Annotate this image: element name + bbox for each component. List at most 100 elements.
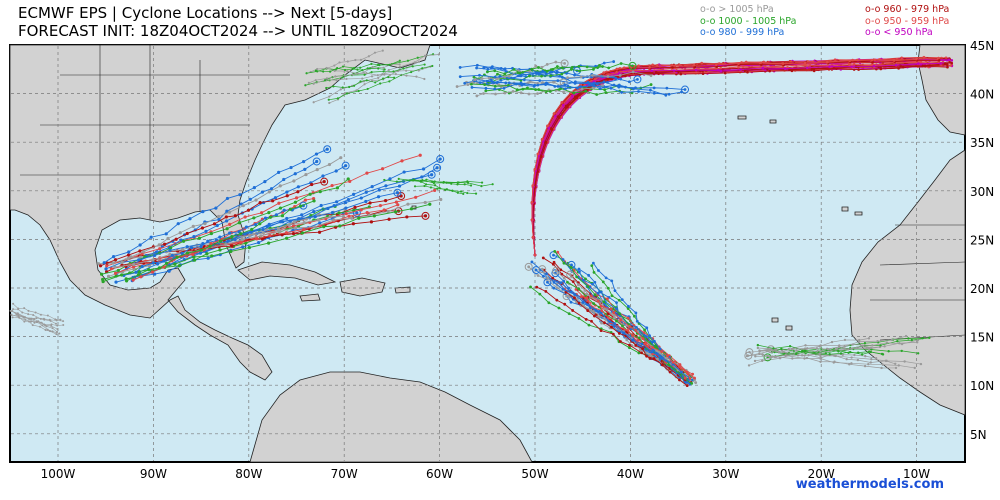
track-point — [413, 185, 417, 188]
track-point — [39, 313, 42, 316]
track-point — [332, 85, 335, 88]
track-point — [610, 77, 614, 81]
track-point — [881, 353, 885, 356]
track-point — [611, 332, 615, 336]
track-point — [502, 86, 506, 90]
track-point — [328, 215, 332, 219]
track-point — [693, 65, 697, 69]
track-point — [191, 252, 195, 256]
lat-label: 30N — [970, 185, 994, 199]
track-point — [837, 345, 841, 349]
lon-label: 60W — [426, 467, 453, 481]
track-point — [218, 248, 222, 252]
track-point — [573, 80, 577, 84]
track-point — [248, 197, 252, 201]
track-point — [150, 270, 155, 274]
track-point — [517, 74, 521, 78]
track-point — [530, 201, 534, 204]
track-point — [180, 251, 184, 256]
track-point — [527, 265, 531, 269]
track-point — [327, 98, 330, 101]
track-point — [438, 186, 441, 190]
track-point — [548, 89, 552, 93]
track-point — [577, 64, 581, 68]
track-point — [421, 67, 424, 70]
track-point — [228, 231, 232, 235]
track-point — [56, 328, 59, 331]
track-point — [640, 351, 643, 355]
track-point — [677, 378, 681, 382]
track-point — [683, 376, 687, 380]
track-point — [201, 210, 205, 214]
legend-item-lt950: o-o < 950 hPa — [865, 27, 933, 38]
track-point — [739, 68, 742, 71]
track-point — [336, 67, 339, 70]
track-point — [680, 90, 683, 94]
track-point — [344, 206, 348, 210]
ensemble-track — [485, 64, 604, 76]
track-point — [22, 316, 25, 319]
track-point — [397, 177, 400, 180]
track-point — [475, 94, 479, 98]
track-point — [555, 298, 559, 302]
track-point — [654, 70, 658, 74]
track-point — [551, 276, 555, 280]
track-point — [217, 214, 221, 219]
track-point — [437, 53, 440, 56]
track-point — [401, 179, 406, 183]
track-point — [627, 346, 631, 350]
track-point — [603, 88, 607, 92]
track-point — [830, 340, 834, 344]
track-point — [769, 348, 772, 352]
track-point — [546, 276, 550, 280]
track-point — [593, 293, 597, 297]
ensemble-track — [124, 199, 316, 283]
track-point — [672, 69, 676, 72]
track-point — [553, 249, 557, 253]
ensemble-track — [100, 177, 350, 276]
track-point — [27, 320, 30, 323]
track-point — [587, 323, 591, 327]
track-point — [278, 206, 283, 210]
track-point — [603, 321, 606, 325]
track-point — [643, 334, 647, 338]
track-point — [586, 285, 590, 289]
track-point — [313, 215, 317, 219]
track-point — [381, 49, 384, 52]
track-point — [591, 282, 595, 286]
track-point — [482, 92, 485, 95]
track-point — [833, 58, 837, 61]
track-point — [300, 213, 304, 217]
track-point — [503, 72, 507, 76]
track-point — [379, 82, 382, 85]
track-point — [325, 86, 328, 90]
track-point — [336, 97, 340, 100]
track-point — [600, 321, 603, 325]
track-point — [562, 279, 566, 283]
track-point — [315, 159, 319, 164]
track-point — [463, 81, 467, 85]
track-point — [541, 69, 545, 73]
track-point — [564, 104, 568, 108]
track-point — [586, 309, 590, 312]
track-point — [848, 363, 851, 366]
track-point — [400, 159, 404, 163]
track-point — [626, 307, 630, 310]
track-point — [361, 69, 364, 72]
track-point — [900, 56, 904, 60]
track-point — [913, 366, 916, 370]
track-point — [361, 77, 364, 80]
track-point — [370, 184, 374, 189]
ensemble-track — [589, 294, 692, 380]
track-point — [571, 309, 575, 312]
track-point — [188, 217, 192, 221]
track-point — [278, 229, 282, 234]
track-point — [344, 212, 348, 216]
track-point — [900, 342, 904, 346]
track-point — [173, 262, 177, 266]
track-point — [818, 345, 821, 348]
track-point — [948, 60, 952, 64]
track-point — [570, 263, 573, 267]
track-point — [606, 316, 610, 320]
track-point — [273, 196, 278, 200]
